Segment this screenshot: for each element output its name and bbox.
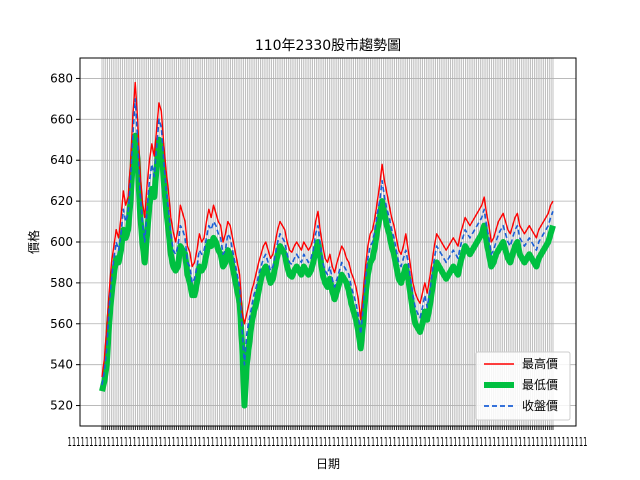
series-line-low [99,132,556,409]
y-axis-label: 價格 [26,230,41,254]
legend: 最高價 最低價 收盤價 [475,351,571,421]
y-tick-label: 580 [50,276,73,290]
legend-box [475,351,571,421]
chart-title: 110年2330股市趨勢圖 [255,37,401,54]
legend-label-close: 收盤價 [522,399,558,413]
x-axis: 1111111111111111111111111111111111111111… [68,426,588,449]
y-tick-label: 520 [50,399,73,413]
y-tick-label: 600 [50,235,73,249]
y-tick-label: 680 [50,71,73,85]
y-tick-label: 540 [50,358,73,372]
legend-label-low: 最低價 [522,378,558,392]
legend-label-high: 最高價 [522,356,558,371]
y-tick-label: 560 [50,317,73,331]
x-axis-label: 日期 [316,457,340,471]
series-line-close [101,98,554,386]
y-tick-label: 640 [50,153,73,167]
series-line-high [101,81,554,378]
y-tick-label: 660 [50,112,73,126]
series-layer [99,81,556,409]
y-tick-label: 620 [50,194,73,208]
x-tick-labels-overlapped: 1111111111111111111111111111111111111111… [68,435,588,449]
y-axis: 520 540 560 580 600 620 640 660 680 [50,71,80,413]
